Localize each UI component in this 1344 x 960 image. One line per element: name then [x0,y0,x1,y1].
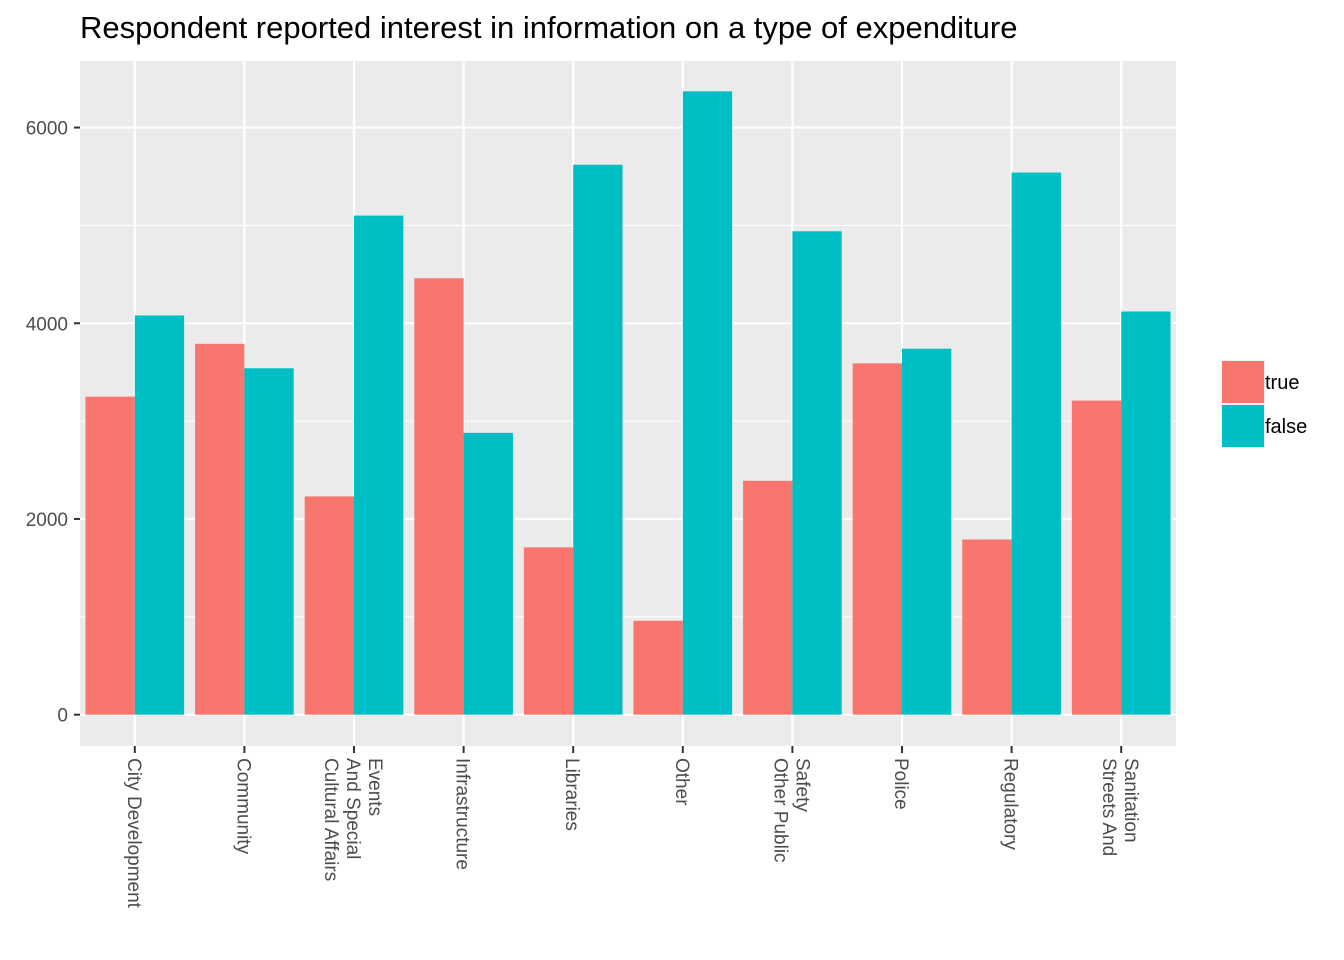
bar-false-4 [573,164,623,715]
bar-true-7 [852,363,902,715]
y-tick-label: 0 [57,706,68,727]
legend-key-false [1222,405,1264,447]
bar-true-1 [195,343,245,715]
bar-true-3 [414,278,464,715]
bar-true-6 [743,480,793,715]
x-tick-label-line: Events [364,758,385,816]
x-tick-label: Police [890,758,911,810]
bar-false-9 [1121,311,1171,715]
x-tick-label: Libraries [561,758,582,831]
x-tick-label-line: Police [890,758,911,810]
chart-title: Respondent reported interest in informat… [80,10,1017,45]
x-tick-label: Cultural Affairs And Special Events [320,758,385,881]
x-tick-label-line: Community [232,758,253,855]
x-tick-label-line: City Development [123,758,144,909]
bar-true-8 [962,539,1012,715]
x-tick-label-line: Libraries [561,758,582,831]
legend-label-true: true [1265,372,1299,394]
x-tick-label: Infrastructure [452,758,473,870]
bar-true-4 [523,547,574,715]
y-tick-label: 2000 [26,510,68,531]
x-tick-label-line: Infrastructure [452,758,473,870]
x-tick-label-line: Regulatory [1000,758,1021,850]
bar-false-2 [354,215,404,715]
bar-false-7 [902,348,952,715]
y-tick-label: 4000 [26,314,68,335]
x-tick-label-line: Streets And [1098,758,1119,856]
x-tick-label: Other [671,758,692,806]
bars [85,91,1171,715]
bar-false-6 [792,231,842,715]
bar-false-0 [134,315,185,715]
bar-true-9 [1071,400,1122,715]
x-tick-label: Other Public Safety [769,758,812,863]
x-tick-label: Regulatory [1000,758,1021,850]
legend: true false [1221,360,1307,448]
bar-false-3 [463,432,513,715]
x-tick-label-line: Other Public [769,758,790,863]
x-tick-label: Community [232,758,253,855]
bar-true-0 [85,396,135,715]
bar-true-2 [304,496,354,715]
bar-false-1 [244,368,294,715]
x-tick-label-line: Safety [791,758,812,812]
x-tick-label: Streets And Sanitation [1098,758,1141,856]
x-tick-label-line: Other [671,758,692,806]
x-tick-label-line: Sanitation [1120,758,1141,843]
x-tick-label: City Development [123,758,144,909]
axes: 0 2000 4000 6000 City Development Community Cu… [26,119,1141,909]
x-tick-label-line: Cultural Affairs [320,758,341,881]
x-tick-label-line: And Special [342,758,363,859]
y-tick-label: 6000 [26,119,68,140]
bar-false-8 [1011,172,1061,715]
bar-true-5 [633,620,683,715]
legend-label-false: false [1265,416,1307,438]
legend-key-true [1222,361,1264,403]
bar-false-5 [682,91,733,715]
